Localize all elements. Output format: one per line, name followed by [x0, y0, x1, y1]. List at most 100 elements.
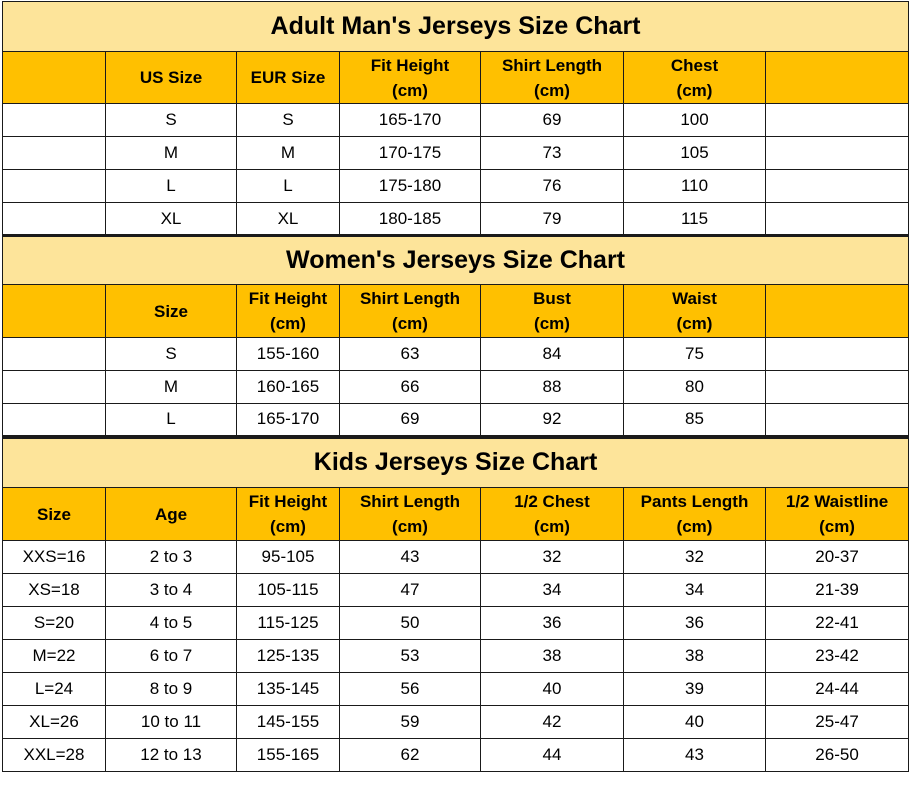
men-header-cell: Chest (cm) — [623, 51, 766, 104]
header-line-1: Fit Height — [248, 289, 328, 308]
header-line-2: (cm) — [534, 314, 570, 333]
header-line-1: Waist — [672, 289, 717, 308]
table-cell: L=24 — [2, 672, 106, 706]
table-cell — [2, 136, 106, 170]
table-row: XXS=16 2 to 3 95-105 43 32 32 20-37 — [2, 540, 910, 574]
table-cell: 125-135 — [236, 639, 340, 673]
header-line-2: (cm) — [270, 517, 306, 536]
size-chart-page: Adult Man's Jerseys Size Chart US Size E… — [1, 1, 910, 772]
header-line-2: (cm) — [534, 80, 570, 100]
table-cell: XL — [105, 202, 237, 236]
table-cell — [764, 370, 910, 404]
women-header-cell: Bust (cm) — [480, 284, 624, 338]
table-cell: 38 — [480, 639, 624, 673]
header-line-1: 1/2 Waistline — [785, 492, 889, 511]
women-header-cell: Shirt Length (cm) — [339, 284, 481, 338]
men-title-row: Adult Man's Jerseys Size Chart — [1, 1, 910, 52]
header-line-1: Bust — [533, 289, 571, 308]
table-cell: 32 — [623, 540, 766, 574]
header-line-1: Pants Length — [640, 492, 749, 511]
table-cell — [764, 103, 910, 137]
table-cell: 44 — [480, 738, 624, 772]
table-cell: 110 — [623, 169, 766, 203]
table-cell: 105-115 — [236, 573, 340, 607]
table-cell: 32 — [480, 540, 624, 574]
table-cell: 20-37 — [764, 540, 910, 574]
header-line-2: (cm) — [819, 517, 855, 536]
table-row: M=22 6 to 7 125-135 53 38 38 23-42 — [2, 639, 910, 673]
table-cell: S — [105, 337, 237, 371]
table-cell: M — [236, 136, 340, 170]
table-cell: XXS=16 — [2, 540, 106, 574]
table-cell: 100 — [623, 103, 766, 137]
table-cell: M — [105, 136, 237, 170]
men-header-cell: US Size — [105, 51, 237, 104]
table-cell: 47 — [339, 573, 481, 607]
table-cell: 115 — [623, 202, 766, 236]
table-cell: 26-50 — [764, 738, 910, 772]
table-cell: 73 — [480, 136, 624, 170]
table-row: L L 175-180 76 110 — [2, 169, 910, 203]
table-cell: 79 — [480, 202, 624, 236]
table-cell: M=22 — [2, 639, 106, 673]
table-cell: 76 — [480, 169, 624, 203]
table-cell — [764, 136, 910, 170]
table-cell — [2, 169, 106, 203]
header-line-1: Size — [153, 301, 189, 321]
table-cell: 53 — [339, 639, 481, 673]
women-title-row: Women's Jerseys Size Chart — [1, 235, 910, 285]
table-row: M 160-165 66 88 80 — [2, 370, 910, 404]
table-cell: 25-47 — [764, 705, 910, 739]
header-line-1: Fit Height — [370, 55, 450, 75]
table-cell: 180-185 — [339, 202, 481, 236]
table-cell: XL — [236, 202, 340, 236]
table-cell: 36 — [623, 606, 766, 640]
table-cell: XS=18 — [2, 573, 106, 607]
women-header-cell — [2, 284, 106, 338]
table-cell: 34 — [623, 573, 766, 607]
table-cell: 75 — [623, 337, 766, 371]
header-line-2: (cm) — [534, 517, 570, 536]
table-cell: XXL=28 — [2, 738, 106, 772]
women-header-row: Size Fit Height (cm) Shirt Length (cm) Bus… — [2, 284, 910, 338]
table-cell: 40 — [480, 672, 624, 706]
header-line-2: (cm) — [392, 80, 428, 100]
table-cell: 56 — [339, 672, 481, 706]
table-cell: 84 — [480, 337, 624, 371]
table-row: XL=26 10 to 11 145-155 59 42 40 25-47 — [2, 705, 910, 739]
header-line-1: Chest — [670, 55, 719, 75]
table-cell: 8 to 9 — [105, 672, 237, 706]
table-cell: 6 to 7 — [105, 639, 237, 673]
header-line-1: Shirt Length — [359, 492, 461, 511]
table-cell: 38 — [623, 639, 766, 673]
table-cell: 92 — [480, 403, 624, 437]
table-cell — [764, 202, 910, 236]
table-cell: 105 — [623, 136, 766, 170]
table-cell: XL=26 — [2, 705, 106, 739]
table-cell — [2, 370, 106, 404]
men-size-chart: Adult Man's Jerseys Size Chart US Size E… — [1, 1, 910, 236]
men-header-cell — [2, 51, 106, 104]
table-cell: S — [236, 103, 340, 137]
table-cell: S — [105, 103, 237, 137]
table-cell: 69 — [480, 103, 624, 137]
kids-size-chart: Kids Jerseys Size Chart Size Age Fit Hei… — [1, 436, 910, 772]
women-header-cell: Waist (cm) — [623, 284, 766, 338]
table-cell: 21-39 — [764, 573, 910, 607]
table-cell: 88 — [480, 370, 624, 404]
table-cell: 12 to 13 — [105, 738, 237, 772]
kids-header-row: Size Age Fit Height (cm) Shirt Length (cm)… — [2, 487, 910, 541]
table-cell: 22-41 — [764, 606, 910, 640]
table-cell: 4 to 5 — [105, 606, 237, 640]
table-cell: 36 — [480, 606, 624, 640]
table-row: XL XL 180-185 79 115 — [2, 202, 910, 236]
men-header-cell: Shirt Length (cm) — [480, 51, 624, 104]
table-row: M M 170-175 73 105 — [2, 136, 910, 170]
kids-header-cell: Size — [2, 487, 106, 541]
table-cell: 160-165 — [236, 370, 340, 404]
header-line-1: EUR Size — [250, 68, 326, 87]
kids-header-cell: Shirt Length (cm) — [339, 487, 481, 541]
table-cell: 155-165 — [236, 738, 340, 772]
men-header-cell — [764, 51, 910, 104]
table-cell: 24-44 — [764, 672, 910, 706]
